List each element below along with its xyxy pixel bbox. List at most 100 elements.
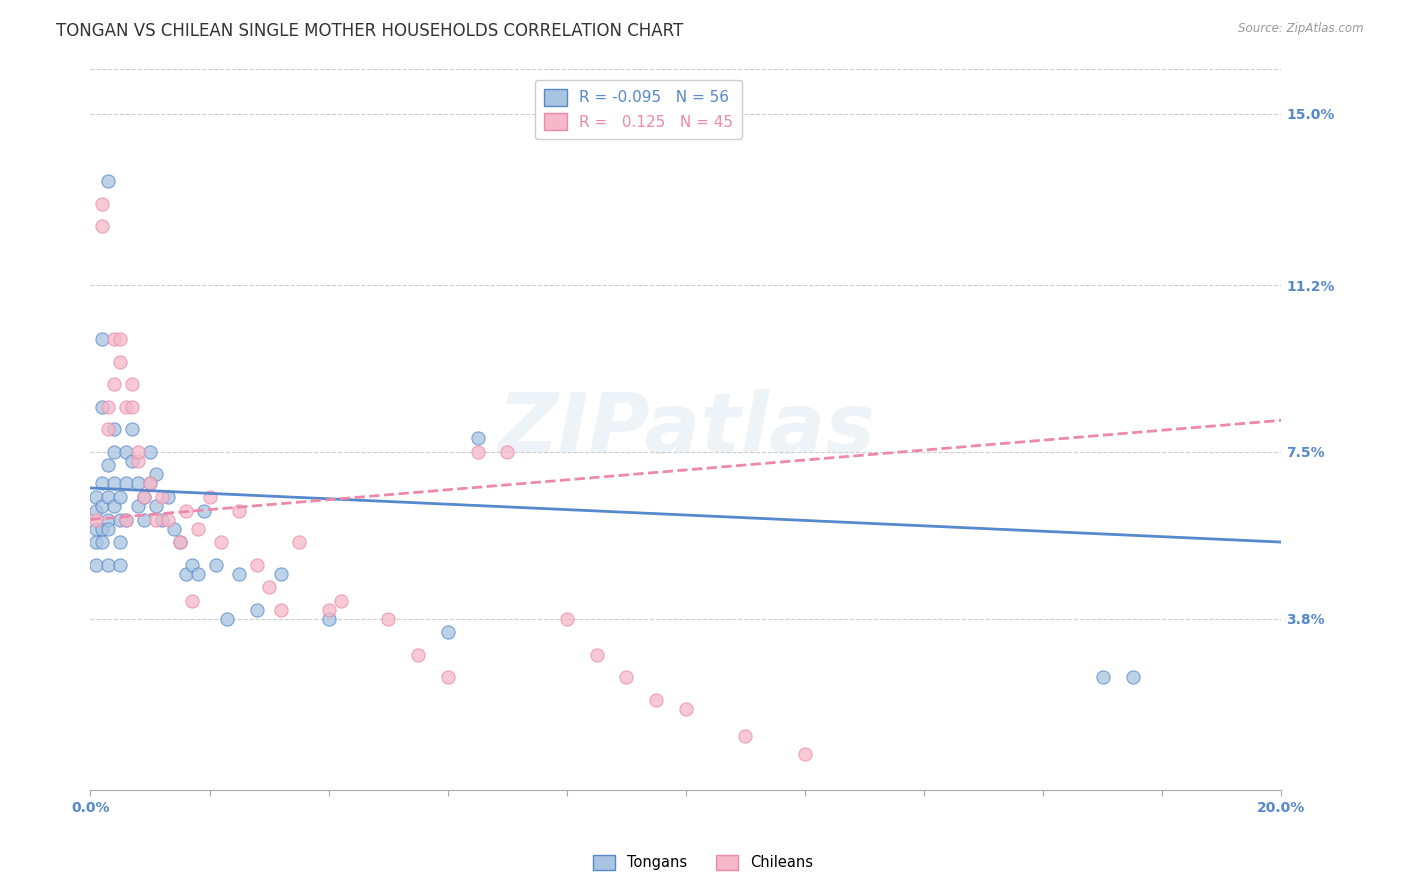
- Point: [288, 535, 311, 549]
- Point: [180, 593, 202, 607]
- Point: [555, 612, 578, 626]
- Point: [121, 422, 143, 436]
- Point: [406, 648, 429, 662]
- Point: [156, 512, 179, 526]
- Legend: Tongans, Chileans: Tongans, Chileans: [588, 848, 818, 876]
- Point: [103, 476, 125, 491]
- Point: [436, 625, 458, 640]
- Point: [97, 422, 120, 436]
- Point: [110, 558, 132, 572]
- Point: [132, 490, 155, 504]
- Text: ZIPatlas: ZIPatlas: [496, 389, 875, 470]
- Point: [377, 612, 399, 626]
- Point: [794, 747, 817, 761]
- Point: [86, 512, 108, 526]
- Text: Source: ZipAtlas.com: Source: ZipAtlas.com: [1239, 22, 1364, 36]
- Point: [585, 648, 607, 662]
- Point: [174, 503, 197, 517]
- Point: [86, 503, 108, 517]
- Point: [121, 400, 143, 414]
- Legend: R = -0.095   N = 56, R =   0.125   N = 45: R = -0.095 N = 56, R = 0.125 N = 45: [534, 79, 742, 139]
- Point: [127, 445, 149, 459]
- Point: [145, 467, 167, 482]
- Text: TONGAN VS CHILEAN SINGLE MOTHER HOUSEHOLDS CORRELATION CHART: TONGAN VS CHILEAN SINGLE MOTHER HOUSEHOL…: [56, 22, 683, 40]
- Point: [91, 535, 114, 549]
- Point: [228, 566, 250, 581]
- Point: [97, 490, 120, 504]
- Point: [270, 566, 292, 581]
- Point: [139, 445, 162, 459]
- Point: [139, 476, 162, 491]
- Point: [97, 522, 120, 536]
- Point: [156, 490, 179, 504]
- Point: [86, 558, 108, 572]
- Point: [150, 490, 173, 504]
- Point: [103, 499, 125, 513]
- Point: [115, 512, 138, 526]
- Point: [103, 332, 125, 346]
- Point: [91, 499, 114, 513]
- Point: [257, 580, 280, 594]
- Point: [1091, 670, 1114, 684]
- Point: [91, 197, 114, 211]
- Point: [110, 512, 132, 526]
- Point: [86, 522, 108, 536]
- Point: [103, 377, 125, 392]
- Point: [86, 490, 108, 504]
- Point: [1122, 670, 1144, 684]
- Point: [103, 445, 125, 459]
- Point: [91, 400, 114, 414]
- Point: [318, 612, 340, 626]
- Point: [228, 503, 250, 517]
- Point: [103, 422, 125, 436]
- Point: [436, 670, 458, 684]
- Point: [496, 445, 519, 459]
- Point: [110, 535, 132, 549]
- Point: [169, 535, 191, 549]
- Point: [127, 476, 149, 491]
- Point: [145, 499, 167, 513]
- Point: [174, 566, 197, 581]
- Point: [97, 558, 120, 572]
- Point: [204, 558, 226, 572]
- Point: [91, 219, 114, 234]
- Point: [150, 512, 173, 526]
- Point: [187, 522, 209, 536]
- Point: [675, 702, 697, 716]
- Point: [115, 400, 138, 414]
- Point: [110, 332, 132, 346]
- Point: [145, 512, 167, 526]
- Point: [163, 522, 186, 536]
- Point: [198, 490, 221, 504]
- Point: [132, 490, 155, 504]
- Point: [115, 445, 138, 459]
- Point: [318, 603, 340, 617]
- Point: [169, 535, 191, 549]
- Point: [97, 458, 120, 473]
- Point: [270, 603, 292, 617]
- Point: [91, 476, 114, 491]
- Point: [127, 499, 149, 513]
- Point: [193, 503, 215, 517]
- Point: [121, 454, 143, 468]
- Point: [91, 332, 114, 346]
- Point: [97, 512, 120, 526]
- Point: [97, 174, 120, 188]
- Point: [246, 603, 269, 617]
- Point: [91, 522, 114, 536]
- Point: [139, 476, 162, 491]
- Point: [246, 558, 269, 572]
- Point: [115, 476, 138, 491]
- Point: [97, 400, 120, 414]
- Point: [187, 566, 209, 581]
- Point: [217, 612, 239, 626]
- Point: [115, 512, 138, 526]
- Point: [616, 670, 638, 684]
- Point: [110, 490, 132, 504]
- Point: [132, 512, 155, 526]
- Point: [329, 593, 352, 607]
- Point: [121, 377, 143, 392]
- Point: [467, 431, 489, 445]
- Point: [734, 729, 756, 743]
- Point: [645, 693, 668, 707]
